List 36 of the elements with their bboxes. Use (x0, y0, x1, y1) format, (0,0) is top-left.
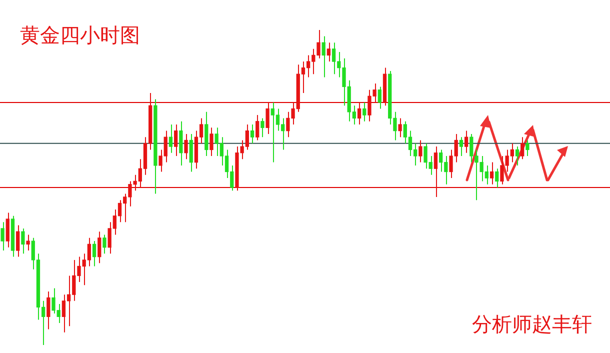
candlestick (16, 224, 20, 258)
candlestick (250, 124, 254, 144)
candlestick (398, 118, 402, 138)
candlestick (434, 146, 438, 198)
chart-title: 黄金四小时图 (20, 23, 140, 47)
candlestick (256, 114, 260, 141)
candlestick (179, 120, 183, 166)
candlestick (515, 146, 520, 166)
candlestick (98, 231, 102, 264)
candlestick (210, 127, 214, 156)
candlestick (326, 42, 331, 62)
candlestick (174, 124, 178, 156)
candlestick (26, 234, 30, 251)
candlestick (184, 133, 188, 160)
candlestick (378, 86, 382, 110)
candlestick (0, 222, 4, 251)
candlestick (495, 168, 499, 188)
candlestick (21, 228, 25, 254)
candlestick (102, 234, 106, 254)
candlestick (260, 118, 264, 138)
candlestick (322, 36, 326, 78)
candlestick (526, 140, 530, 156)
candlestick (520, 136, 524, 160)
candlestick (92, 240, 96, 267)
candlestick (46, 290, 50, 330)
annotation: 分析师赵丰轩 (472, 312, 592, 336)
candlestick (6, 212, 10, 248)
candlestick (362, 102, 366, 122)
candlestick (418, 140, 422, 163)
candlestick (459, 136, 464, 156)
candlestick (490, 162, 494, 185)
candlestick (189, 133, 193, 172)
candlestick (168, 124, 173, 154)
candlestick (357, 102, 362, 125)
candlestick (266, 102, 270, 134)
candlestick (464, 130, 468, 154)
